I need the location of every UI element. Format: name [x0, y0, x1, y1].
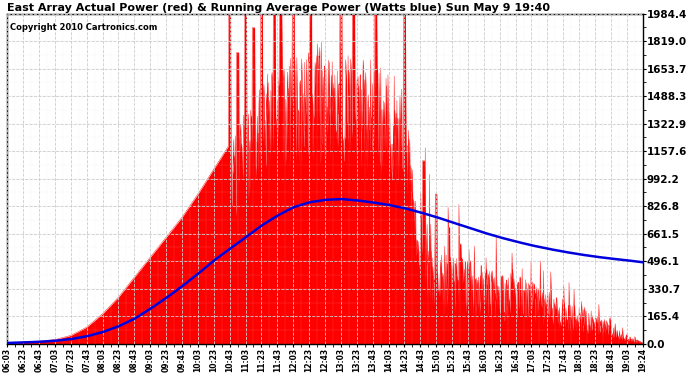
- Text: Copyright 2010 Cartronics.com: Copyright 2010 Cartronics.com: [10, 24, 158, 33]
- Text: East Array Actual Power (red) & Running Average Power (Watts blue) Sun May 9 19:: East Array Actual Power (red) & Running …: [8, 3, 551, 13]
